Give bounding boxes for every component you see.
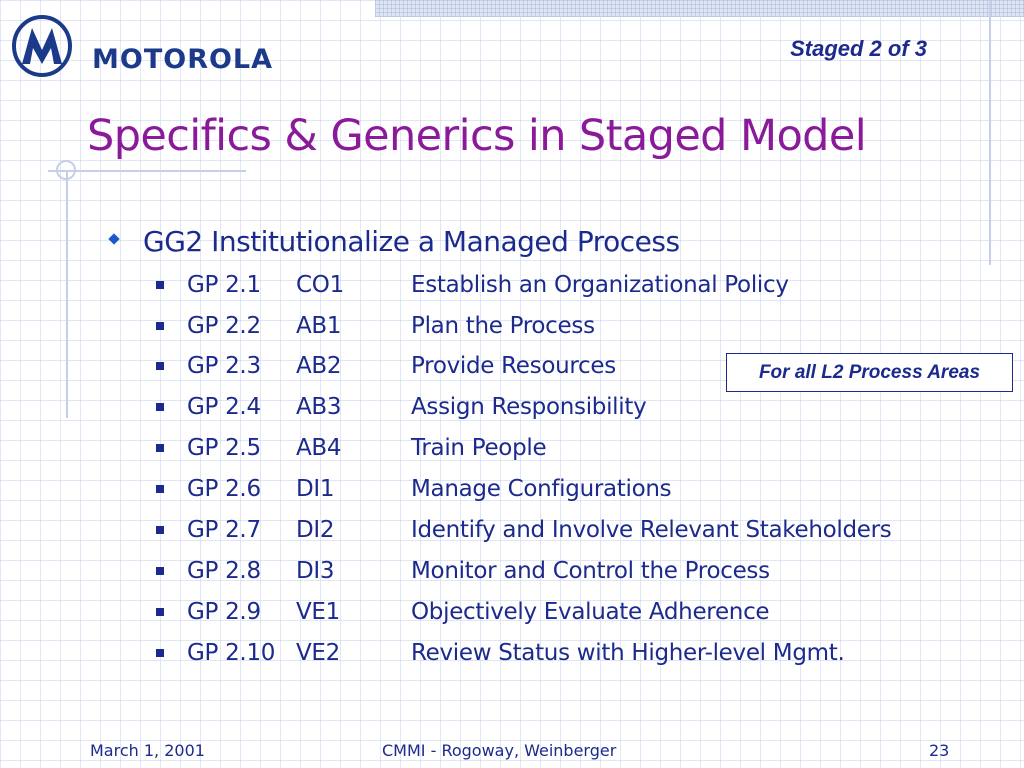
slide-tag: Staged 2 of 3 (790, 36, 927, 61)
practice-description: Establish an Organizational Policy (411, 272, 789, 298)
practice-description: Objectively Evaluate Adherence (411, 599, 770, 625)
practice-row: GP 2.7 DI2 Identify and Involve Relevant… (0, 514, 960, 546)
practice-description: Plan the Process (411, 313, 595, 339)
practice-number: GP 2.1 (187, 272, 261, 298)
practice-row: GP 2.9 VE1 Objectively Evaluate Adherenc… (0, 596, 960, 628)
header-band (375, 0, 1024, 17)
practice-code: AB3 (296, 394, 342, 420)
square-bullet-icon (156, 526, 164, 534)
page-number: 23 (929, 741, 950, 760)
practice-row: GP 2.10 VE2 Review Status with Higher-le… (0, 637, 960, 669)
square-bullet-icon (156, 322, 164, 330)
practice-code: DI1 (296, 476, 335, 502)
practice-number: GP 2.10 (187, 640, 276, 666)
decorative-line (989, 0, 991, 265)
practice-row: GP 2.4 AB3 Assign Responsibility (0, 391, 960, 423)
practice-code: VE2 (296, 640, 340, 666)
motorola-batwing-m-icon (12, 15, 72, 77)
practice-number: GP 2.4 (187, 394, 261, 420)
practice-code: AB2 (296, 353, 342, 379)
practice-number: GP 2.9 (187, 599, 261, 625)
footer-date: March 1, 2001 (90, 741, 205, 760)
practice-code: DI3 (296, 558, 335, 584)
practice-number: GP 2.6 (187, 476, 261, 502)
practice-code: AB1 (296, 313, 342, 339)
practice-description: Train People (411, 435, 547, 461)
square-bullet-icon (156, 485, 164, 493)
square-bullet-icon (156, 608, 164, 616)
diamond-bullet-icon (108, 233, 120, 245)
practice-code: AB4 (296, 435, 342, 461)
square-bullet-icon (156, 403, 164, 411)
square-bullet-icon (156, 649, 164, 657)
practice-number: GP 2.3 (187, 353, 261, 379)
footer-authors: CMMI - Rogoway, Weinberger (382, 741, 617, 760)
practice-row: GP 2.6 DI1 Manage Configurations (0, 473, 960, 505)
practice-description: Identify and Involve Relevant Stakeholde… (411, 517, 892, 543)
practice-description: Manage Configurations (411, 476, 672, 502)
decorative-line (48, 170, 246, 172)
practice-row: GP 2.1 CO1 Establish an Organizational P… (0, 269, 960, 301)
practice-description: Provide Resources (411, 353, 616, 379)
practice-number: GP 2.7 (187, 517, 261, 543)
practice-row: GP 2.3 AB2 Provide Resources (0, 350, 960, 382)
bullet-text: GG2 Institutionalize a Managed Process (143, 225, 680, 258)
square-bullet-icon (156, 362, 164, 370)
motorola-logo: MOTOROLA (10, 14, 320, 78)
practice-code: CO1 (296, 272, 344, 298)
practice-row: GP 2.5 AB4 Train People (0, 432, 960, 464)
practice-code: DI2 (296, 517, 335, 543)
slide-title: Specifics & Generics in Staged Model (87, 111, 867, 161)
square-bullet-icon (156, 567, 164, 575)
square-bullet-icon (156, 281, 164, 289)
practice-row: GP 2.2 AB1 Plan the Process (0, 310, 960, 342)
practice-description: Assign Responsibility (411, 394, 647, 420)
decorative-line (66, 170, 68, 418)
practice-description: Monitor and Control the Process (411, 558, 770, 584)
logo-wordmark: MOTOROLA (92, 44, 274, 75)
decorative-circle (56, 160, 76, 180)
practice-row: GP 2.8 DI3 Monitor and Control the Proce… (0, 555, 960, 587)
callout-box: For all L2 Process Areas (726, 353, 1013, 392)
practice-number: GP 2.2 (187, 313, 261, 339)
practice-number: GP 2.5 (187, 435, 261, 461)
practice-number: GP 2.8 (187, 558, 261, 584)
practice-code: VE1 (296, 599, 340, 625)
practice-description: Review Status with Higher-level Mgmt. (411, 640, 845, 666)
square-bullet-icon (156, 444, 164, 452)
